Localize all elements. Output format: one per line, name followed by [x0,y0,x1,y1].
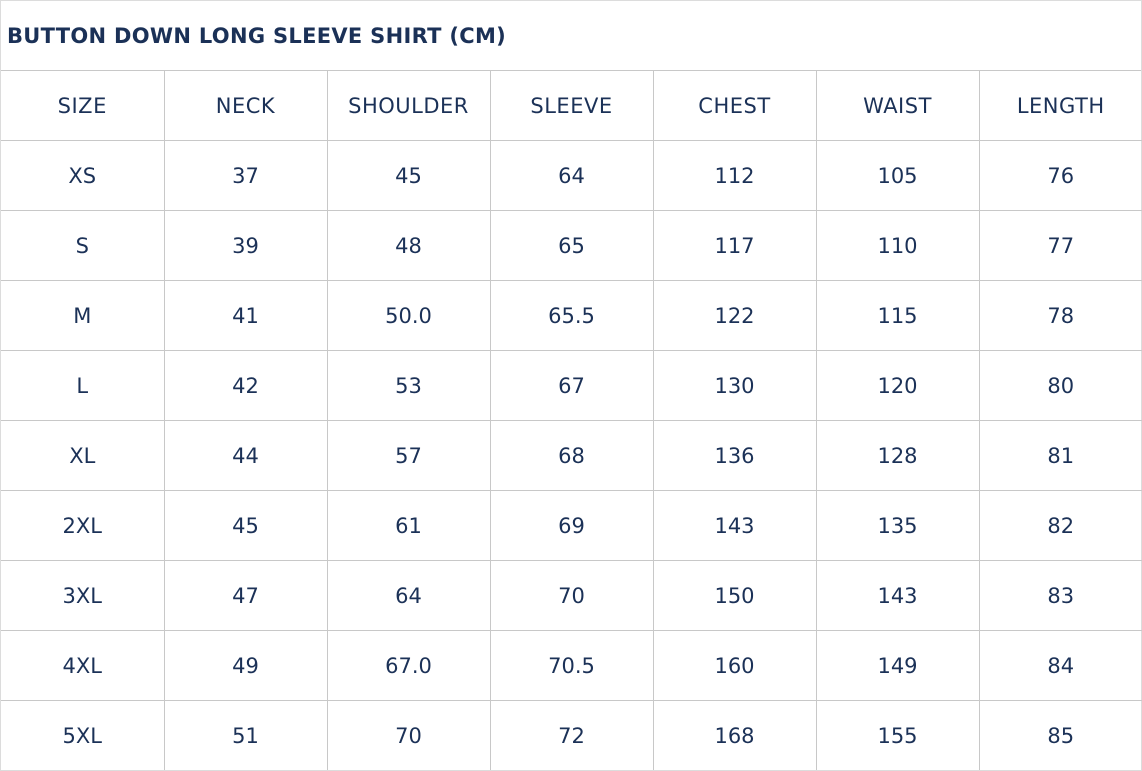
measurement-cell: 110 [815,210,980,281]
measurement-cell: 51 [163,700,328,770]
measurement-cell: 83 [978,560,1142,631]
measurement-cell: 76 [978,140,1142,211]
measurement-cell: 65 [489,210,654,281]
measurement-cell: 143 [815,560,980,631]
measurement-cell: 117 [652,210,817,281]
table-row: M 41 50.0 65.5 122 115 78 [1,280,1142,351]
measurement-cell: 53 [326,350,491,421]
measurement-cell: 80 [978,350,1142,421]
measurement-cell: 48 [326,210,491,281]
measurement-cell: 70.5 [489,630,654,701]
measurement-cell: 78 [978,280,1142,351]
table-row: XL 44 57 68 136 128 81 [1,420,1142,491]
size-cell: S [1,210,165,281]
size-cell: 4XL [1,630,165,701]
measurement-cell: 42 [163,350,328,421]
measurement-cell: 128 [815,420,980,491]
chart-title: BUTTON DOWN LONG SLEEVE SHIRT (CM) [1,1,1141,71]
measurement-cell: 68 [489,420,654,491]
size-cell: 5XL [1,700,165,770]
size-cell: M [1,280,165,351]
measurement-cell: 143 [652,490,817,561]
table-row: 2XL 45 61 69 143 135 82 [1,490,1142,561]
column-header-length: LENGTH [978,71,1142,141]
table-row: S 39 48 65 117 110 77 [1,210,1142,281]
measurement-cell: 67 [489,350,654,421]
size-table: SIZE NECK SHOULDER SLEEVE CHEST WAIST LENGTH X… [1,71,1142,770]
column-header-neck: NECK [163,71,328,141]
column-header-chest: CHEST [652,71,817,141]
column-header-sleeve: SLEEVE [489,71,654,141]
measurement-cell: 45 [163,490,328,561]
measurement-cell: 39 [163,210,328,281]
table-row: 3XL 47 64 70 150 143 83 [1,560,1142,631]
measurement-cell: 81 [978,420,1142,491]
table-row: 4XL 49 67.0 70.5 160 149 84 [1,630,1142,701]
measurement-cell: 130 [652,350,817,421]
measurement-cell: 70 [326,700,491,770]
measurement-cell: 85 [978,700,1142,770]
size-cell: 3XL [1,560,165,631]
measurement-cell: 47 [163,560,328,631]
measurement-cell: 84 [978,630,1142,701]
size-cell: XS [1,140,165,211]
measurement-cell: 45 [326,140,491,211]
measurement-cell: 105 [815,140,980,211]
measurement-cell: 57 [326,420,491,491]
measurement-cell: 112 [652,140,817,211]
measurement-cell: 150 [652,560,817,631]
measurement-cell: 72 [489,700,654,770]
column-header-size: SIZE [1,71,165,141]
measurement-cell: 160 [652,630,817,701]
measurement-cell: 168 [652,700,817,770]
measurement-cell: 155 [815,700,980,770]
measurement-cell: 64 [489,140,654,211]
column-header-waist: WAIST [815,71,980,141]
measurement-cell: 149 [815,630,980,701]
table-row: 5XL 51 70 72 168 155 85 [1,700,1142,770]
header-row: SIZE NECK SHOULDER SLEEVE CHEST WAIST LENGTH [1,71,1142,141]
size-cell: 2XL [1,490,165,561]
measurement-cell: 115 [815,280,980,351]
size-cell: L [1,350,165,421]
measurement-cell: 135 [815,490,980,561]
measurement-cell: 120 [815,350,980,421]
measurement-cell: 67.0 [326,630,491,701]
measurement-cell: 50.0 [326,280,491,351]
measurement-cell: 64 [326,560,491,631]
table-row: L 42 53 67 130 120 80 [1,350,1142,421]
measurement-cell: 37 [163,140,328,211]
measurement-cell: 122 [652,280,817,351]
column-header-shoulder: SHOULDER [326,71,491,141]
measurement-cell: 65.5 [489,280,654,351]
measurement-cell: 69 [489,490,654,561]
table-row: XS 37 45 64 112 105 76 [1,140,1142,211]
measurement-cell: 41 [163,280,328,351]
measurement-cell: 77 [978,210,1142,281]
measurement-cell: 61 [326,490,491,561]
measurement-cell: 44 [163,420,328,491]
measurement-cell: 136 [652,420,817,491]
measurement-cell: 49 [163,630,328,701]
measurement-cell: 82 [978,490,1142,561]
measurement-cell: 70 [489,560,654,631]
size-cell: XL [1,420,165,491]
